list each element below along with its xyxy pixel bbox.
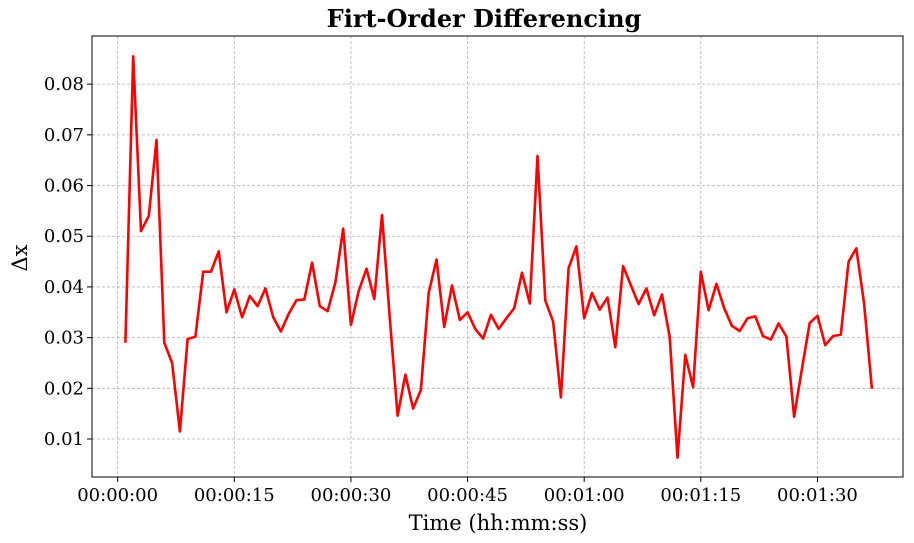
x-tick-label: 00:00:00 [77,485,158,506]
x-tick-label: 00:00:45 [427,485,508,506]
y-tick-label: 0.03 [44,328,84,349]
plot-frame [91,35,904,478]
y-axis-ticks: 0.01 0.02 0.03 0.04 0.05 0.06 0.07 0.08 [44,74,92,450]
x-tick-label: 00:00:15 [194,485,275,506]
y-tick-label: 0.02 [44,378,84,399]
y-tick-label: 0.07 [44,125,84,146]
x-tick-label: 00:01:00 [544,485,625,506]
x-tick-label: 00:01:30 [777,485,858,506]
y-tick-label: 0.04 [44,277,84,298]
x-axis-ticks: 00:00:00 00:00:15 00:00:30 00:00:45 00:01:00… [77,477,858,506]
y-tick-label: 0.05 [44,226,84,247]
y-tick-label: 0.08 [44,74,84,95]
y-tick-label: 0.01 [44,429,84,450]
x-axis-label: Time (hh:mm:ss) [409,511,588,535]
chart-title: Firt-Order Differencing [327,4,642,33]
series-group [124,54,874,460]
series-line-0 [124,54,874,460]
y-tick-label: 0.06 [44,176,84,197]
y-axis-label: Δx [8,244,32,271]
grid [92,36,903,477]
x-tick-label: 00:01:15 [660,485,741,506]
x-tick-label: 00:00:30 [311,485,392,506]
